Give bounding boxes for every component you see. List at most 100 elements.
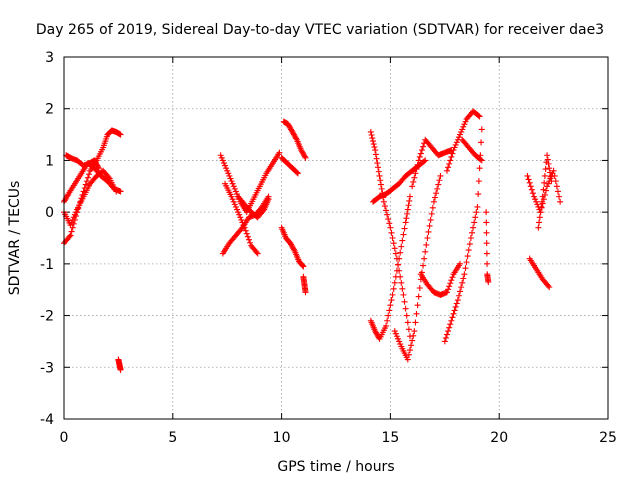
data-point (372, 151, 379, 158)
data-point (483, 219, 490, 226)
x-tick-label: 0 (60, 430, 69, 446)
data-point (393, 333, 400, 340)
data-point (469, 229, 475, 236)
data-point (235, 209, 242, 216)
data-point (420, 143, 427, 150)
data-point (253, 249, 260, 256)
data-point (536, 214, 543, 221)
data-point (418, 147, 425, 154)
data-point (422, 248, 429, 255)
data-point (449, 150, 456, 157)
data-point (404, 206, 411, 213)
data-point (540, 186, 547, 193)
series-arc-k (280, 118, 309, 161)
series-arc-o (367, 193, 413, 342)
data-point (448, 277, 455, 284)
data-point (436, 177, 443, 184)
data-point (483, 240, 490, 247)
data-point (457, 131, 464, 138)
data-point (442, 334, 449, 341)
data-point (391, 328, 398, 335)
data-point (243, 230, 250, 237)
data-point (476, 113, 483, 120)
data-point (230, 183, 237, 190)
series-arc-d (61, 167, 120, 229)
data-point (294, 170, 301, 177)
data-point (68, 228, 75, 235)
data-point (299, 262, 306, 269)
data-point (405, 326, 412, 333)
data-point (395, 335, 402, 342)
data-point (384, 317, 391, 324)
data-point (463, 259, 470, 266)
data-point (477, 156, 484, 163)
data-point (545, 180, 552, 187)
data-point (466, 241, 473, 248)
data-point (525, 176, 532, 183)
data-point (527, 183, 534, 190)
data-point (383, 322, 390, 329)
data-point (546, 169, 553, 176)
data-point (300, 263, 307, 270)
data-point (429, 204, 436, 211)
data-point (244, 233, 251, 240)
data-point (84, 174, 91, 181)
data-point (393, 267, 400, 274)
data-point (471, 219, 478, 226)
data-point (230, 198, 237, 205)
data-point (414, 302, 421, 309)
data-point (391, 279, 398, 286)
series-arc-n (367, 128, 413, 340)
data-point (457, 288, 464, 295)
data-point (447, 321, 454, 328)
data-point (226, 172, 233, 179)
data-point (404, 210, 411, 217)
data-point (236, 211, 243, 218)
data-point (68, 219, 75, 226)
data-point (437, 172, 444, 179)
data-point (83, 178, 90, 185)
data-point (400, 231, 407, 238)
data-point (424, 235, 431, 241)
data-point (545, 160, 552, 167)
data-point (546, 165, 553, 172)
data-point (369, 138, 376, 145)
grid (64, 57, 608, 419)
data-point (460, 275, 467, 282)
data-point (478, 139, 485, 146)
data-point (423, 241, 430, 248)
data-point (290, 246, 297, 253)
data-point (233, 206, 240, 213)
data-point (395, 261, 402, 268)
data-point (381, 203, 388, 210)
data-point (409, 337, 416, 344)
data-point (72, 209, 79, 216)
data-point (457, 260, 464, 267)
data-point (385, 216, 392, 223)
data-point (445, 286, 452, 293)
data-point (228, 178, 235, 185)
data-point (472, 214, 479, 221)
data-point (406, 197, 413, 204)
data-point (260, 207, 267, 214)
data-point (416, 284, 423, 291)
data-point (447, 280, 454, 287)
data-point (413, 310, 420, 317)
data-point (534, 201, 541, 208)
data-point (368, 132, 375, 139)
data-point (483, 209, 490, 216)
data-point (237, 214, 244, 221)
data-point (474, 203, 481, 210)
data-point (459, 279, 466, 286)
y-axis-label: SDTVAR / TECUs (7, 181, 23, 296)
data-point (82, 181, 89, 188)
data-point (447, 157, 454, 164)
data-point (392, 330, 399, 337)
data-point (412, 319, 419, 326)
data-point (538, 203, 545, 210)
data-point (378, 185, 385, 192)
data-point (265, 196, 272, 203)
data-point (461, 271, 468, 278)
data-point (406, 347, 413, 354)
series-arc-z (535, 152, 555, 231)
